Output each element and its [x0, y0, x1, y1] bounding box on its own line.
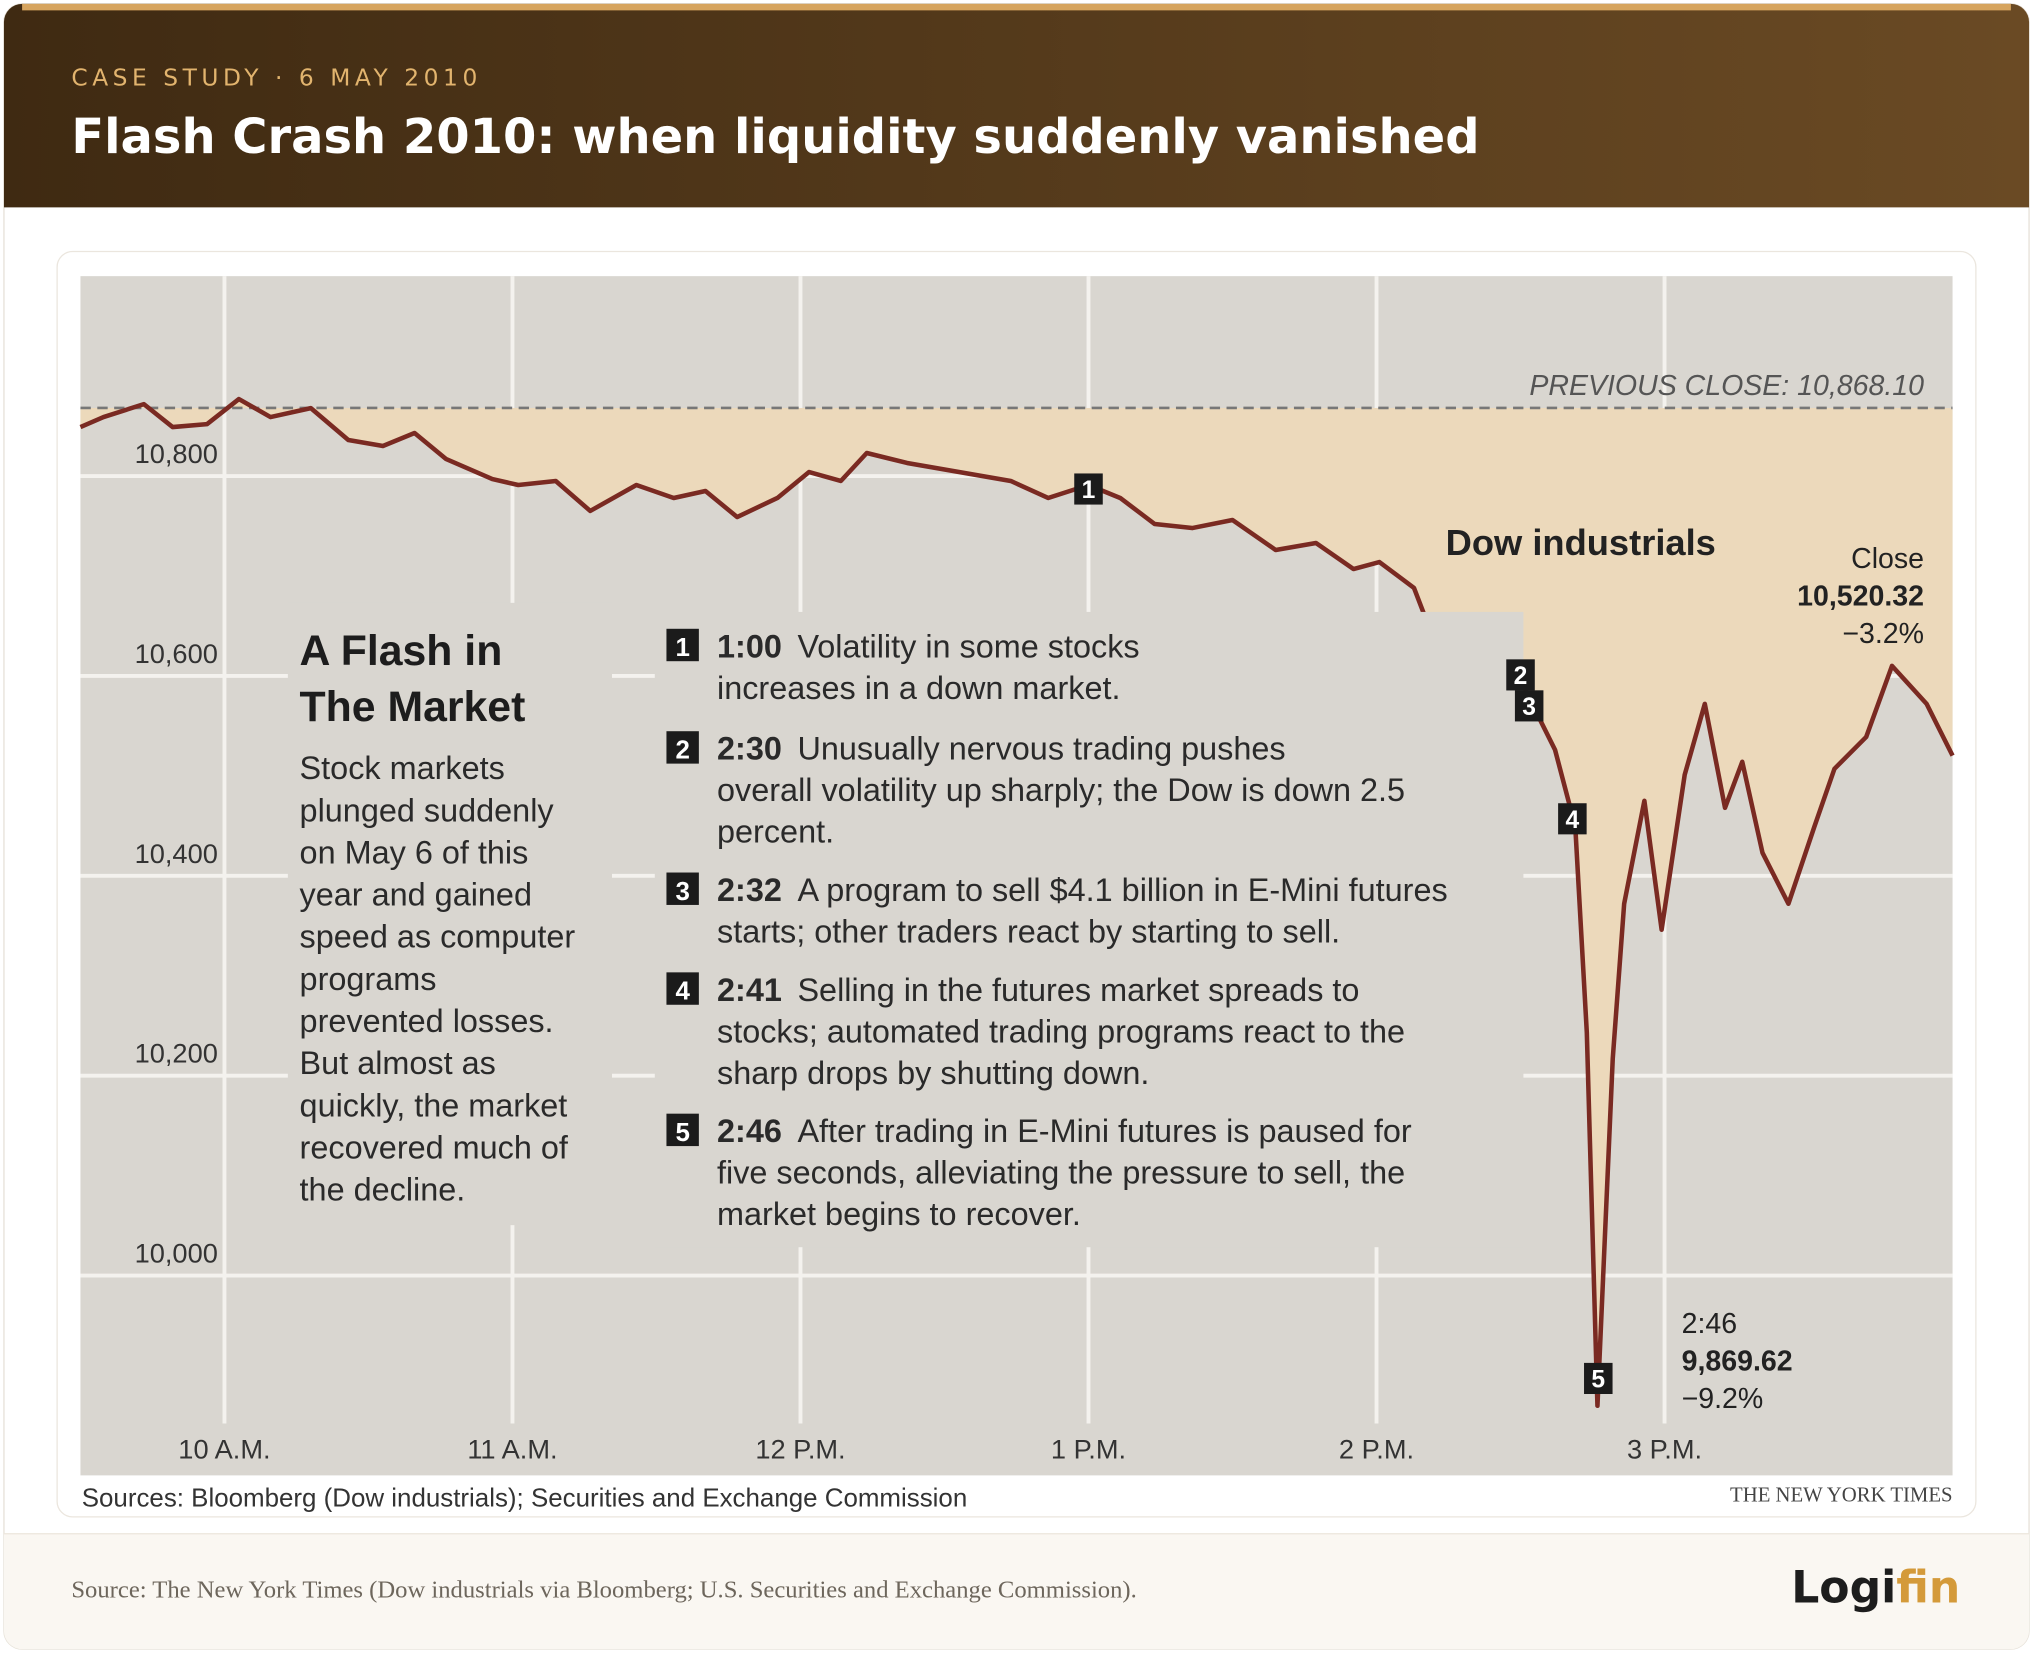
panel-body: But almost as — [300, 1045, 496, 1081]
value-note: Close — [1851, 543, 1924, 575]
panel-title: A Flash in — [300, 627, 503, 675]
panel-body: recovered much of — [300, 1129, 569, 1165]
event-text: Unusually nervous trading pushes — [797, 731, 1285, 767]
x-tick-label: 2 P.M. — [1339, 1434, 1414, 1465]
y-tick-label: 10,200 — [135, 1038, 218, 1069]
panel-body: on May 6 of this — [300, 834, 529, 870]
x-tick-label: 10 A.M. — [178, 1434, 270, 1465]
footer-source: Source: The New York Times (Dow industri… — [71, 1576, 1136, 1603]
panel-body: programs — [300, 961, 437, 997]
event-text: Selling in the futures market spreads to — [797, 972, 1359, 1008]
event-marker — [1514, 690, 1544, 722]
kicker: CASE STUDY · 6 MAY 2010 — [71, 64, 481, 92]
logo-part: Logi — [1791, 1562, 1896, 1613]
event-number: 4 — [675, 978, 690, 1006]
x-tick-label: 1 P.M. — [1051, 1434, 1126, 1465]
y-tick-label: 10,600 — [135, 638, 218, 669]
logo: Logifin — [1791, 1562, 1960, 1613]
event-time: 1:00 — [717, 628, 782, 664]
value-note: −3.2% — [1842, 618, 1924, 650]
x-tick-label: 11 A.M. — [467, 1434, 557, 1465]
panel-body: Stock markets — [300, 750, 505, 786]
page-title: Flash Crash 2010: when liquidity suddenl… — [71, 109, 1479, 165]
event-number: 1 — [675, 634, 689, 662]
event-box — [666, 872, 699, 905]
event-number: 3 — [675, 878, 689, 906]
y-tick-label: 10,800 — [135, 438, 218, 469]
x-tick-label: 12 P.M. — [755, 1434, 845, 1465]
event-text: Volatility in some stocks — [797, 628, 1139, 664]
event-marker — [1558, 803, 1587, 835]
event-text: percent. — [717, 814, 834, 850]
event-marker-label: 3 — [1522, 694, 1536, 721]
event-box — [666, 628, 699, 662]
value-note: 2:46 — [1682, 1308, 1738, 1340]
footer-bg — [3, 1533, 2030, 1650]
panel-body: prevented losses. — [300, 1003, 554, 1039]
panel-body: quickly, the market — [300, 1087, 568, 1123]
event-marker-label: 1 — [1082, 477, 1096, 504]
event-text: stocks; automated trading programs react… — [717, 1013, 1405, 1049]
event-time: 2:30 — [717, 731, 782, 767]
panel-body: speed as computer — [300, 919, 576, 955]
event-marker-label: 2 — [1514, 663, 1528, 690]
event-marker — [1506, 659, 1535, 691]
panel-bg — [287, 602, 613, 1226]
value-note: −9.2% — [1682, 1383, 1764, 1415]
header-accent — [22, 3, 2011, 11]
event-marker-label: 5 — [1591, 1367, 1605, 1394]
event-line: 2:32 A program to sell $4.1 billion in E-… — [717, 872, 1448, 908]
event-text: After trading in E-Mini futures is pause… — [797, 1113, 1411, 1149]
panel-body: year and gained — [300, 877, 532, 913]
event-marker — [1074, 473, 1103, 505]
event-number: 5 — [675, 1119, 689, 1147]
event-text: A program to sell $4.1 billion in E-Mini… — [797, 872, 1447, 908]
event-text: increases in a down market. — [717, 670, 1120, 706]
y-tick-label: 10,400 — [135, 838, 218, 869]
event-marker — [1584, 1362, 1613, 1395]
event-box — [666, 972, 699, 1005]
event-text: five seconds, alleviating the pressure t… — [717, 1155, 1405, 1191]
event-text: market begins to recover. — [717, 1196, 1081, 1232]
logo-part: fin — [1896, 1562, 1960, 1613]
value-note: 9,869.62 — [1682, 1345, 1793, 1377]
event-marker-label: 4 — [1566, 807, 1580, 834]
chart-credit: THE NEW YORK TIMES — [1730, 1484, 1952, 1506]
event-line: 2:41 Selling in the futures market spread… — [717, 972, 1359, 1008]
event-box — [666, 1113, 699, 1147]
event-box — [666, 731, 699, 764]
reference-label: PREVIOUS CLOSE: 10,868.10 — [1529, 370, 1924, 402]
header-bg — [3, 3, 2030, 208]
event-time: 2:46 — [717, 1113, 782, 1149]
event-text: overall volatility up sharply; the Dow i… — [717, 772, 1405, 808]
events-bg — [654, 611, 1524, 1248]
line-series — [79, 396, 1955, 1409]
event-line: 2:30 Unusually nervous trading pushes — [717, 731, 1286, 767]
event-number: 2 — [675, 736, 689, 764]
event-text: starts; other traders react by starting … — [717, 914, 1340, 950]
event-text: sharp drops by shutting down. — [717, 1055, 1149, 1091]
event-time: 2:32 — [717, 872, 782, 908]
panel-body: plunged suddenly — [300, 792, 555, 828]
x-tick-label: 3 P.M. — [1627, 1434, 1702, 1465]
value-note: 10,520.32 — [1797, 580, 1924, 612]
event-line: 1:00 Volatility in some stocks — [717, 628, 1140, 664]
notes: Dow industrials PREVIOUS CLOSE: 10,868.10… — [82, 370, 1953, 1512]
event-line: 2:46 After trading in E-Mini futures is p… — [717, 1113, 1412, 1149]
panel-body: the decline. — [300, 1172, 466, 1208]
chart-sources: Sources: Bloomberg (Dow industrials); Se… — [82, 1484, 968, 1512]
panel-title: The Market — [300, 683, 526, 731]
y-tick-label: 10,000 — [135, 1238, 218, 1269]
legend-label: Dow industrials — [1446, 522, 1716, 563]
event-time: 2:41 — [717, 972, 782, 1008]
